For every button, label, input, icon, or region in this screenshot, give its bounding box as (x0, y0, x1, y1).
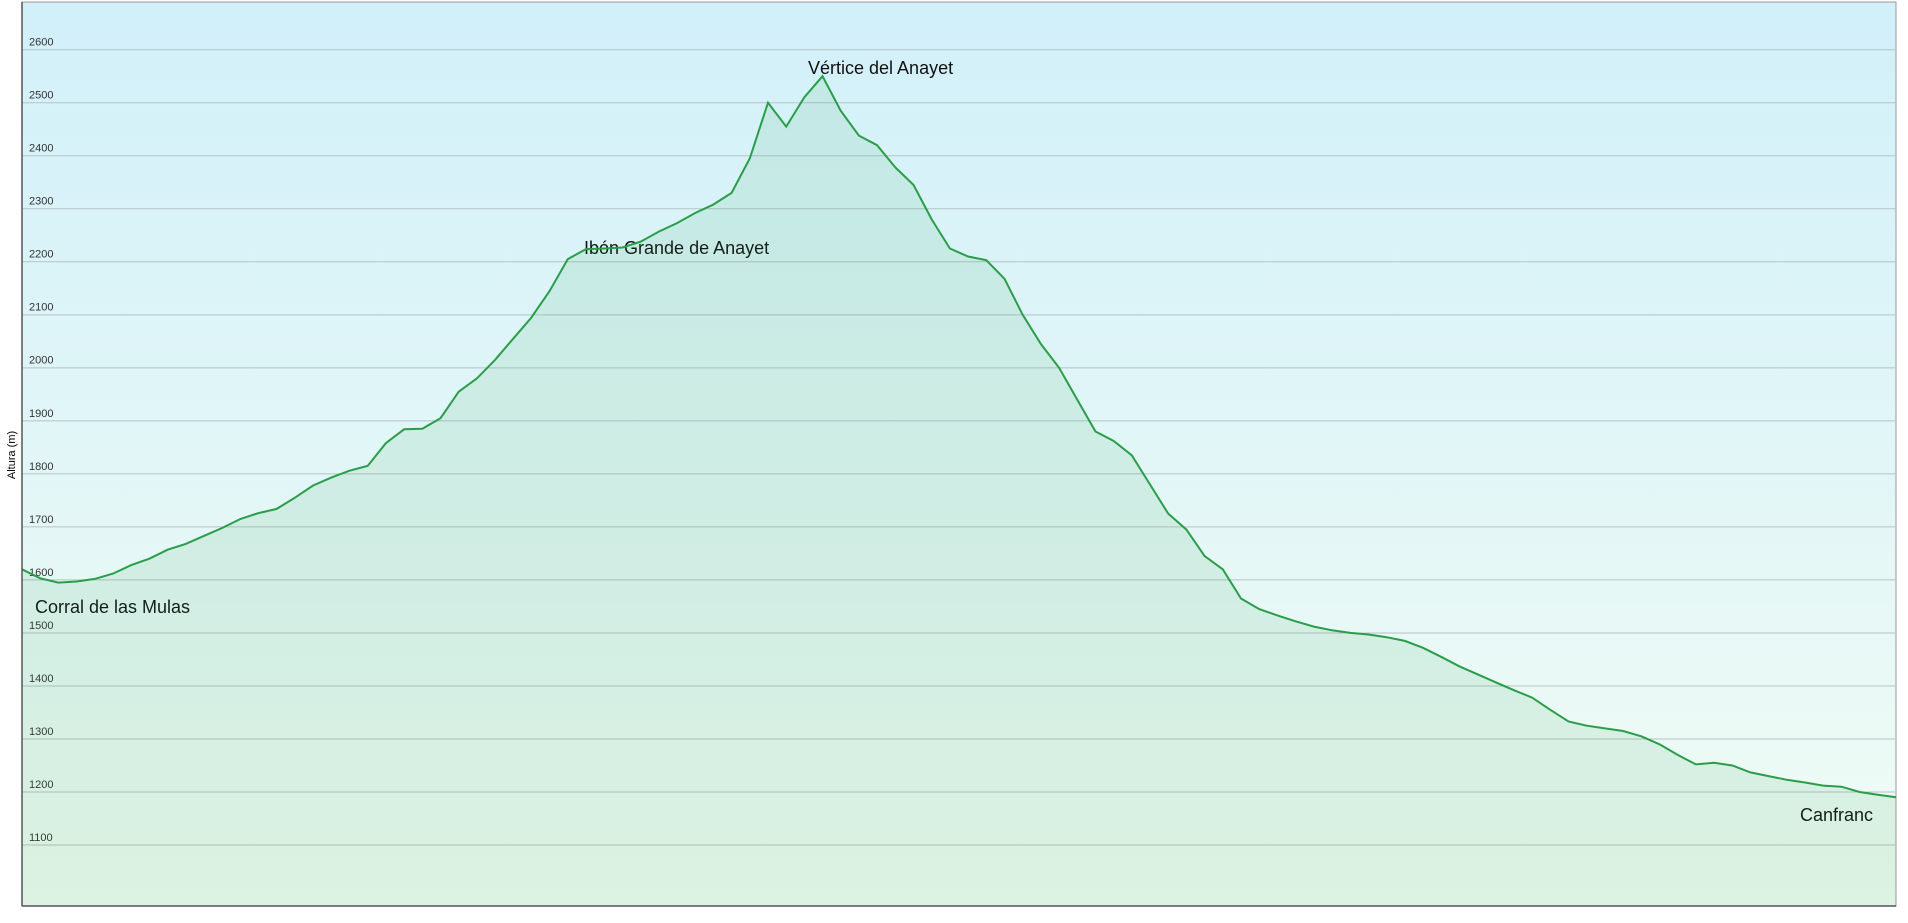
area-fill (22, 76, 1896, 906)
annotation: Vértice del Anayet (808, 58, 953, 78)
plot-area (21, 1, 1897, 907)
y-tick-label: 2100 (29, 302, 53, 314)
y-tick-label: 1900 (29, 408, 53, 420)
y-tick-label: 2600 (29, 37, 53, 49)
y-tick-label: 2200 (29, 249, 53, 261)
y-tick-label: 1700 (29, 514, 53, 526)
y-tick-label: 1400 (29, 673, 53, 685)
y-tick-label: 1800 (29, 461, 53, 473)
y-tick-label: 1200 (29, 779, 53, 791)
y-tick-label: 2000 (29, 355, 53, 367)
y-tick-label: 1500 (29, 620, 53, 632)
y-tick-label: 2400 (29, 143, 53, 155)
y-axis-label: Altura (m) (6, 431, 18, 479)
y-tick-label: 1300 (29, 726, 53, 738)
y-tick-label: 2500 (29, 90, 53, 102)
elevation-line (21, 74, 1897, 799)
annotation: Corral de las Mulas (35, 597, 190, 617)
y-tick-label: 1100 (29, 832, 53, 844)
y-tick-label: 2300 (29, 196, 53, 208)
annotation: Ibón Grande de Anayet (584, 238, 769, 258)
annotation: Canfranc (1800, 805, 1873, 825)
